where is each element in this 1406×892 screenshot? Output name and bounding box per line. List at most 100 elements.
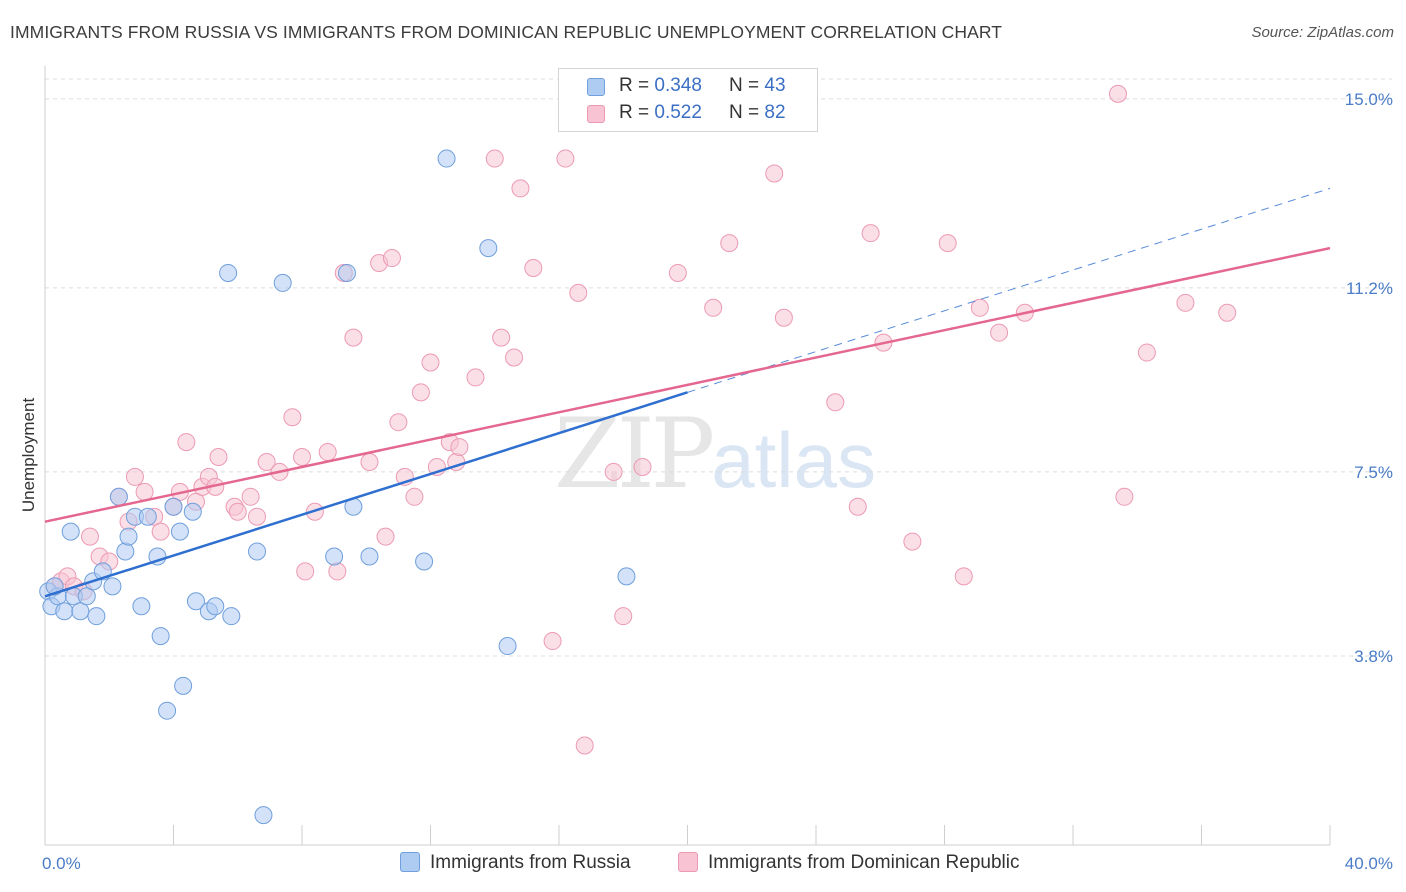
dominican-point [774,308,793,327]
dominican-point [1218,303,1237,322]
dominican-point [328,562,347,581]
dominican-point [556,149,575,168]
dominican-point [1115,487,1134,506]
russia-point [119,527,138,546]
axes [44,66,1331,846]
dominican-point [492,328,511,347]
russia-point [132,597,151,616]
dominican-point [861,224,880,243]
dominican-point [569,283,588,302]
dominican-point [954,567,973,586]
dominican-point [970,298,989,317]
dominican-point [209,448,228,467]
russia-point [116,542,135,561]
russia-point [437,149,456,168]
russia-trend-extension [687,187,1331,393]
russia-point [617,567,636,586]
tick-labels: 3.8% 7.5% 11.2% 15.0% 0.0% 40.0% Unemployment [19,90,1393,873]
y-tick-label: 3.8% [1354,647,1393,666]
russia-point [415,552,434,571]
correlation-legend: R = 0.348 N = 43 R = 0.522 N = 82 [558,68,818,132]
russia-point [206,597,225,616]
dominican-point [151,522,170,541]
dominican-point [543,632,562,651]
dominican-point [80,527,99,546]
dominican-point [903,532,922,551]
grid-lines [45,78,1392,657]
y-tick-label: 7.5% [1354,463,1393,482]
russia-point [55,602,74,621]
dominican-point [360,452,379,471]
dominican-point [135,482,154,501]
y-axis-label: Unemployment [19,398,38,513]
dominican-point [765,164,784,183]
dominican-point [668,263,687,282]
russia-point [170,522,189,541]
trend-lines [44,187,1331,598]
russia-point [186,592,205,611]
russia-n: N = 43 [729,75,786,96]
dominican-point [411,383,430,402]
russia-point [219,263,238,282]
russia-point [183,502,202,521]
bottom-russia-swatch [400,852,420,872]
russia-swatch [587,78,605,96]
dominican-point [257,452,276,471]
russia-point [71,602,90,621]
dominican-point [704,298,723,317]
dominican-point [633,457,652,476]
dominican-point [228,502,247,521]
dominican-swatch [587,105,605,123]
watermark-zip: ZIP [554,398,715,510]
russia-point [254,806,273,825]
russia-point [138,507,157,526]
dominican-point [248,507,267,526]
dominican-point [1108,84,1127,103]
dominican-point [344,328,363,347]
dominican-point [241,487,260,506]
watermark: ZIPatlas [554,398,876,510]
russia-point [103,577,122,596]
bottom-legend-dominican: Immigrants from Dominican Republic [678,852,1020,874]
dominican-point [466,368,485,387]
y-tick-label: 15.0% [1345,90,1393,109]
russia-point [337,263,356,282]
dominican-point [938,234,957,253]
dominican-point [293,448,311,467]
russia-r: R = 0.348 [619,75,702,96]
russia-point [479,239,498,258]
dominican-point [614,607,633,626]
dominican-point [389,413,408,432]
dominican-point [720,234,739,253]
watermark-atlas: atlas [711,416,876,504]
russia-point [360,547,379,566]
dominican-point [1137,343,1156,362]
russia-point [222,607,241,626]
russia-point [248,542,267,561]
dominican-point [405,487,424,506]
dominican-point [177,433,196,452]
dominican-point [1176,293,1195,312]
dominican-point [283,408,302,427]
dominican-point [990,323,1009,342]
dominican-point [318,443,337,462]
x-tick-label-min: 0.0% [42,854,81,873]
dominican-n: N = 82 [729,102,786,123]
y-tick-label: 11.2% [1346,279,1393,298]
dominican-point [296,562,315,581]
russia-point [273,273,292,292]
dominican-trend-line [44,246,1331,523]
dominican-point [485,149,504,168]
russia-point [174,676,193,695]
dominican-point [382,249,401,268]
russia-point [61,522,80,541]
dominican-point [604,462,623,481]
chart-title: IMMIGRANTS FROM RUSSIA VS IMMIGRANTS FRO… [10,22,1003,42]
dominican-point [376,527,395,546]
russia-point [498,637,517,656]
dominican-point [511,179,530,198]
russia-point [87,607,106,626]
russia-point [325,547,344,566]
bottom-russia-label: Immigrants from Russia [430,852,631,873]
